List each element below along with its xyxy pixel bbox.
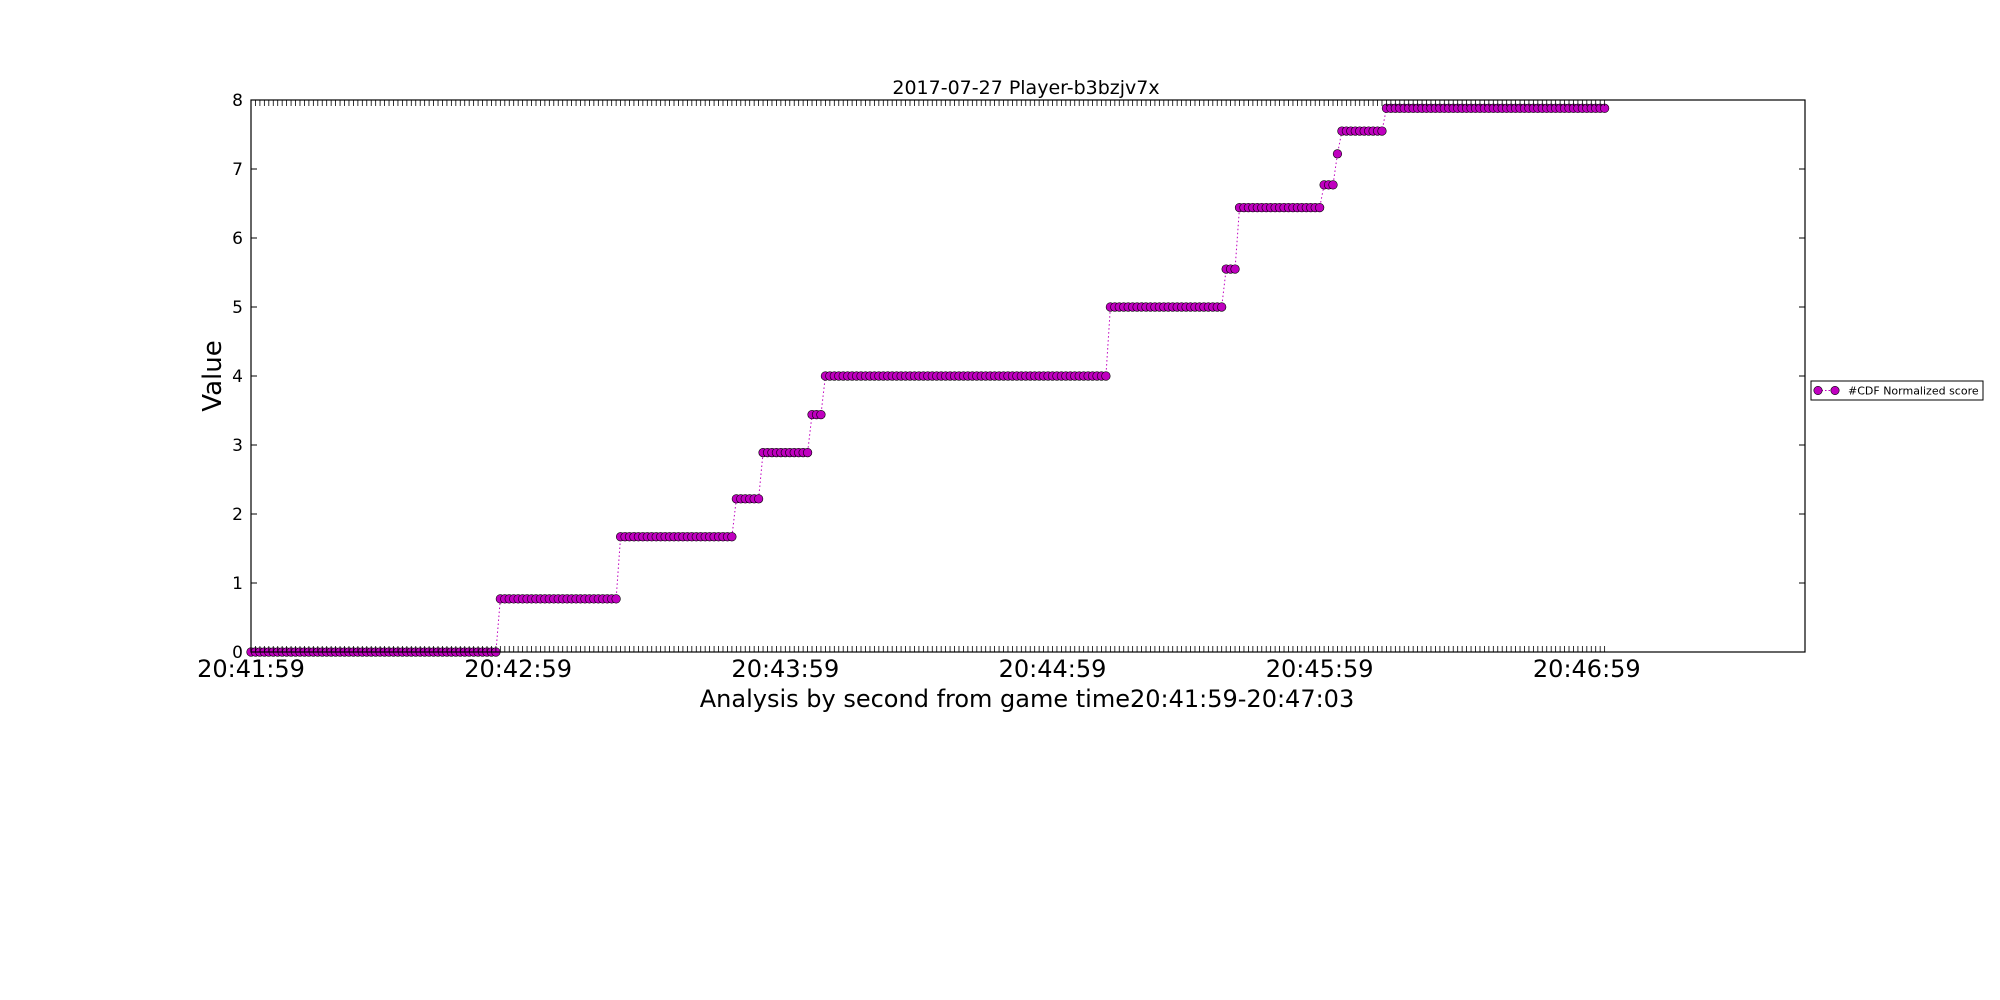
legend-box	[1810, 380, 1984, 401]
data-point	[1332, 149, 1343, 159]
data-point	[816, 410, 826, 420]
data-point	[1101, 371, 1111, 381]
data-point	[1328, 180, 1338, 190]
plot-area	[246, 103, 1610, 657]
legend-marker	[1813, 385, 1823, 395]
x-tick-label: 20:43:59	[731, 655, 839, 683]
legend-marker	[1830, 385, 1840, 395]
y-tick-label: 1	[232, 574, 243, 594]
x-minor-ticks	[250, 100, 1606, 652]
x-tick-label: 20:44:59	[999, 655, 1107, 683]
data-point	[727, 532, 737, 542]
legend: #CDF Normalized score	[1810, 380, 1984, 401]
axes: 0 1 2 3 4 5 6 7 8 20:41:59 20:42:59 20:43:59 20:44:5…	[197, 91, 1805, 683]
y-tick-label: 6	[232, 229, 243, 249]
y-tick-label: 8	[232, 91, 243, 111]
data-point	[754, 494, 764, 504]
y-axis-label: Value	[198, 340, 228, 411]
data-point	[1377, 126, 1387, 136]
data-point	[1230, 264, 1240, 274]
y-tick-label: 3	[232, 436, 243, 456]
chart-title: 2017-07-27 Player-b3bzjv7x	[892, 77, 1159, 99]
x-tick-label: 20:46:59	[1533, 655, 1641, 683]
y-tick-label: 7	[232, 160, 243, 180]
data-point	[802, 447, 813, 458]
x-axis-label: Analysis by second from game time20:41:5…	[700, 685, 1354, 713]
legend-label: #CDF Normalized score	[1848, 385, 1979, 398]
data-point	[1217, 302, 1227, 312]
x-tick-label: 20:41:59	[197, 655, 305, 683]
y-tick-label: 4	[232, 367, 243, 387]
data-point	[611, 594, 621, 604]
x-tick-label: 20:42:59	[464, 655, 572, 683]
x-tick-label: 20:45:59	[1266, 655, 1374, 683]
data-point	[1315, 203, 1325, 213]
y-tick-label: 5	[232, 298, 243, 318]
y-tick-label: 0	[232, 643, 243, 663]
y-tick-label: 2	[232, 505, 243, 525]
